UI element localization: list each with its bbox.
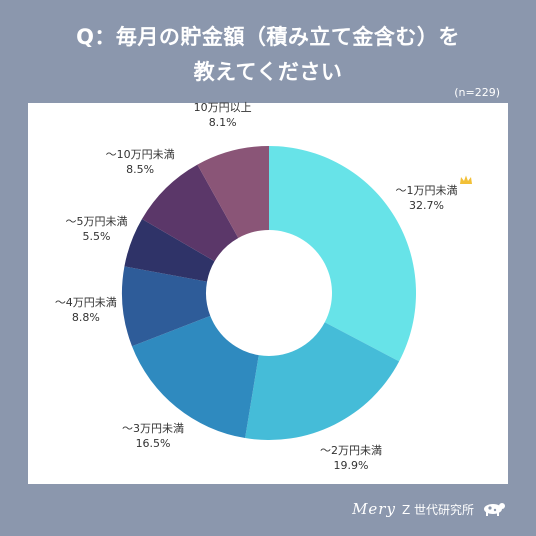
slice-label: ～1万円未満 32.7% xyxy=(395,183,457,213)
slice-category: ～10万円未満 xyxy=(105,147,175,161)
slice-category: ～3万円未満 xyxy=(122,421,185,435)
donut-slice xyxy=(245,322,400,440)
crown-icon xyxy=(460,175,472,184)
slice-value: 8.8% xyxy=(71,311,100,325)
cow-icon xyxy=(484,503,505,516)
slice-label: ～2万円未満 19.9% xyxy=(320,443,382,473)
slice-value: 16.5% xyxy=(135,436,171,450)
footer-brand: Mery Z 世代研究所 xyxy=(352,500,506,518)
slice-value: 5.5% xyxy=(82,230,111,244)
slice-category: ～4万円未満 xyxy=(54,296,117,310)
donut-slice xyxy=(131,315,259,439)
donut-slice xyxy=(142,164,239,262)
slice-label: ～5万円未満 5.5% xyxy=(65,214,127,244)
brand-name: Z 世代研究所 xyxy=(401,502,474,517)
slice-label: 10万円以上 8.1% xyxy=(194,100,252,130)
donut-slice xyxy=(122,266,211,347)
slice-label: ～10万円未満 8.5% xyxy=(106,147,175,177)
chart-title: Q：毎月の貯金額（積み立て金含む）を 教えてください xyxy=(0,20,536,90)
slice-label: ～3万円未満 16.5% xyxy=(122,421,184,451)
title-line-1: Q：毎月の貯金額（積み立て金含む）を xyxy=(76,25,460,49)
brand-logo-script: Mery xyxy=(352,500,396,518)
donut-slice xyxy=(124,218,215,282)
title-line-2: 教えてください xyxy=(193,60,343,84)
slice-category: ～2万円未満 xyxy=(319,443,382,457)
sample-size: (n=229) xyxy=(454,86,500,99)
slice-category: ～1万円未満 xyxy=(395,183,458,197)
slice-value: 8.5% xyxy=(126,162,155,176)
slice-value: 8.1% xyxy=(208,115,237,129)
slice-value: 32.7% xyxy=(409,198,444,212)
donut-slice xyxy=(269,146,417,362)
slice-value: 19.9% xyxy=(333,458,369,472)
donut-slice xyxy=(197,146,269,238)
slice-category: 10万円以上 xyxy=(193,100,252,114)
slice-label: ～4万円未満 8.8% xyxy=(55,295,117,325)
slice-category: ～5万円未満 xyxy=(65,215,128,229)
